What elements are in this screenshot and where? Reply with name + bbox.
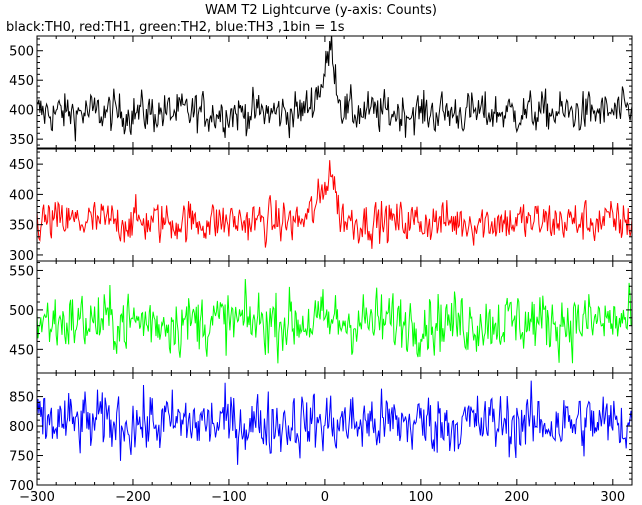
panel-frame-th0 bbox=[36, 35, 633, 149]
x-tick-label: −100 bbox=[211, 490, 247, 505]
panel-frame-th2 bbox=[36, 260, 633, 374]
y-tick-label: 350 bbox=[9, 219, 34, 234]
chart-subtitle: black:TH0, red:TH1, green:TH2, blue:TH3 … bbox=[6, 20, 345, 35]
series-line-th3 bbox=[37, 380, 632, 465]
y-tick-label: 450 bbox=[9, 158, 34, 173]
series-line-th2 bbox=[37, 278, 632, 364]
series-line-th1 bbox=[37, 160, 632, 249]
chart-title: WAM T2 Lightcurve (y-axis: Counts) bbox=[205, 3, 437, 18]
y-tick-label: 450 bbox=[9, 74, 34, 89]
x-tick-label: 200 bbox=[504, 490, 529, 505]
y-tick-label: 800 bbox=[9, 420, 34, 435]
y-tick-label: 550 bbox=[9, 264, 34, 279]
y-tick-label: 350 bbox=[9, 133, 34, 148]
y-tick-label: 400 bbox=[9, 188, 34, 203]
x-tick-label: −300 bbox=[19, 490, 55, 505]
panel-frame-th3 bbox=[36, 372, 633, 486]
y-tick-label: 700 bbox=[9, 479, 34, 494]
x-tick-label: −200 bbox=[115, 490, 151, 505]
y-tick-label: 850 bbox=[9, 391, 34, 406]
x-tick-label: 300 bbox=[600, 490, 625, 505]
y-tick-label: 500 bbox=[9, 304, 34, 319]
series-line-th0 bbox=[37, 36, 632, 142]
y-tick-label: 500 bbox=[9, 45, 34, 60]
x-tick-label: 100 bbox=[408, 490, 433, 505]
y-tick-label: 400 bbox=[9, 104, 34, 119]
y-tick-label: 300 bbox=[9, 249, 34, 264]
y-tick-label: 450 bbox=[9, 343, 34, 358]
panel-frame-th1 bbox=[36, 148, 633, 262]
y-tick-label: 750 bbox=[9, 450, 34, 465]
x-tick-label: 0 bbox=[321, 490, 329, 505]
